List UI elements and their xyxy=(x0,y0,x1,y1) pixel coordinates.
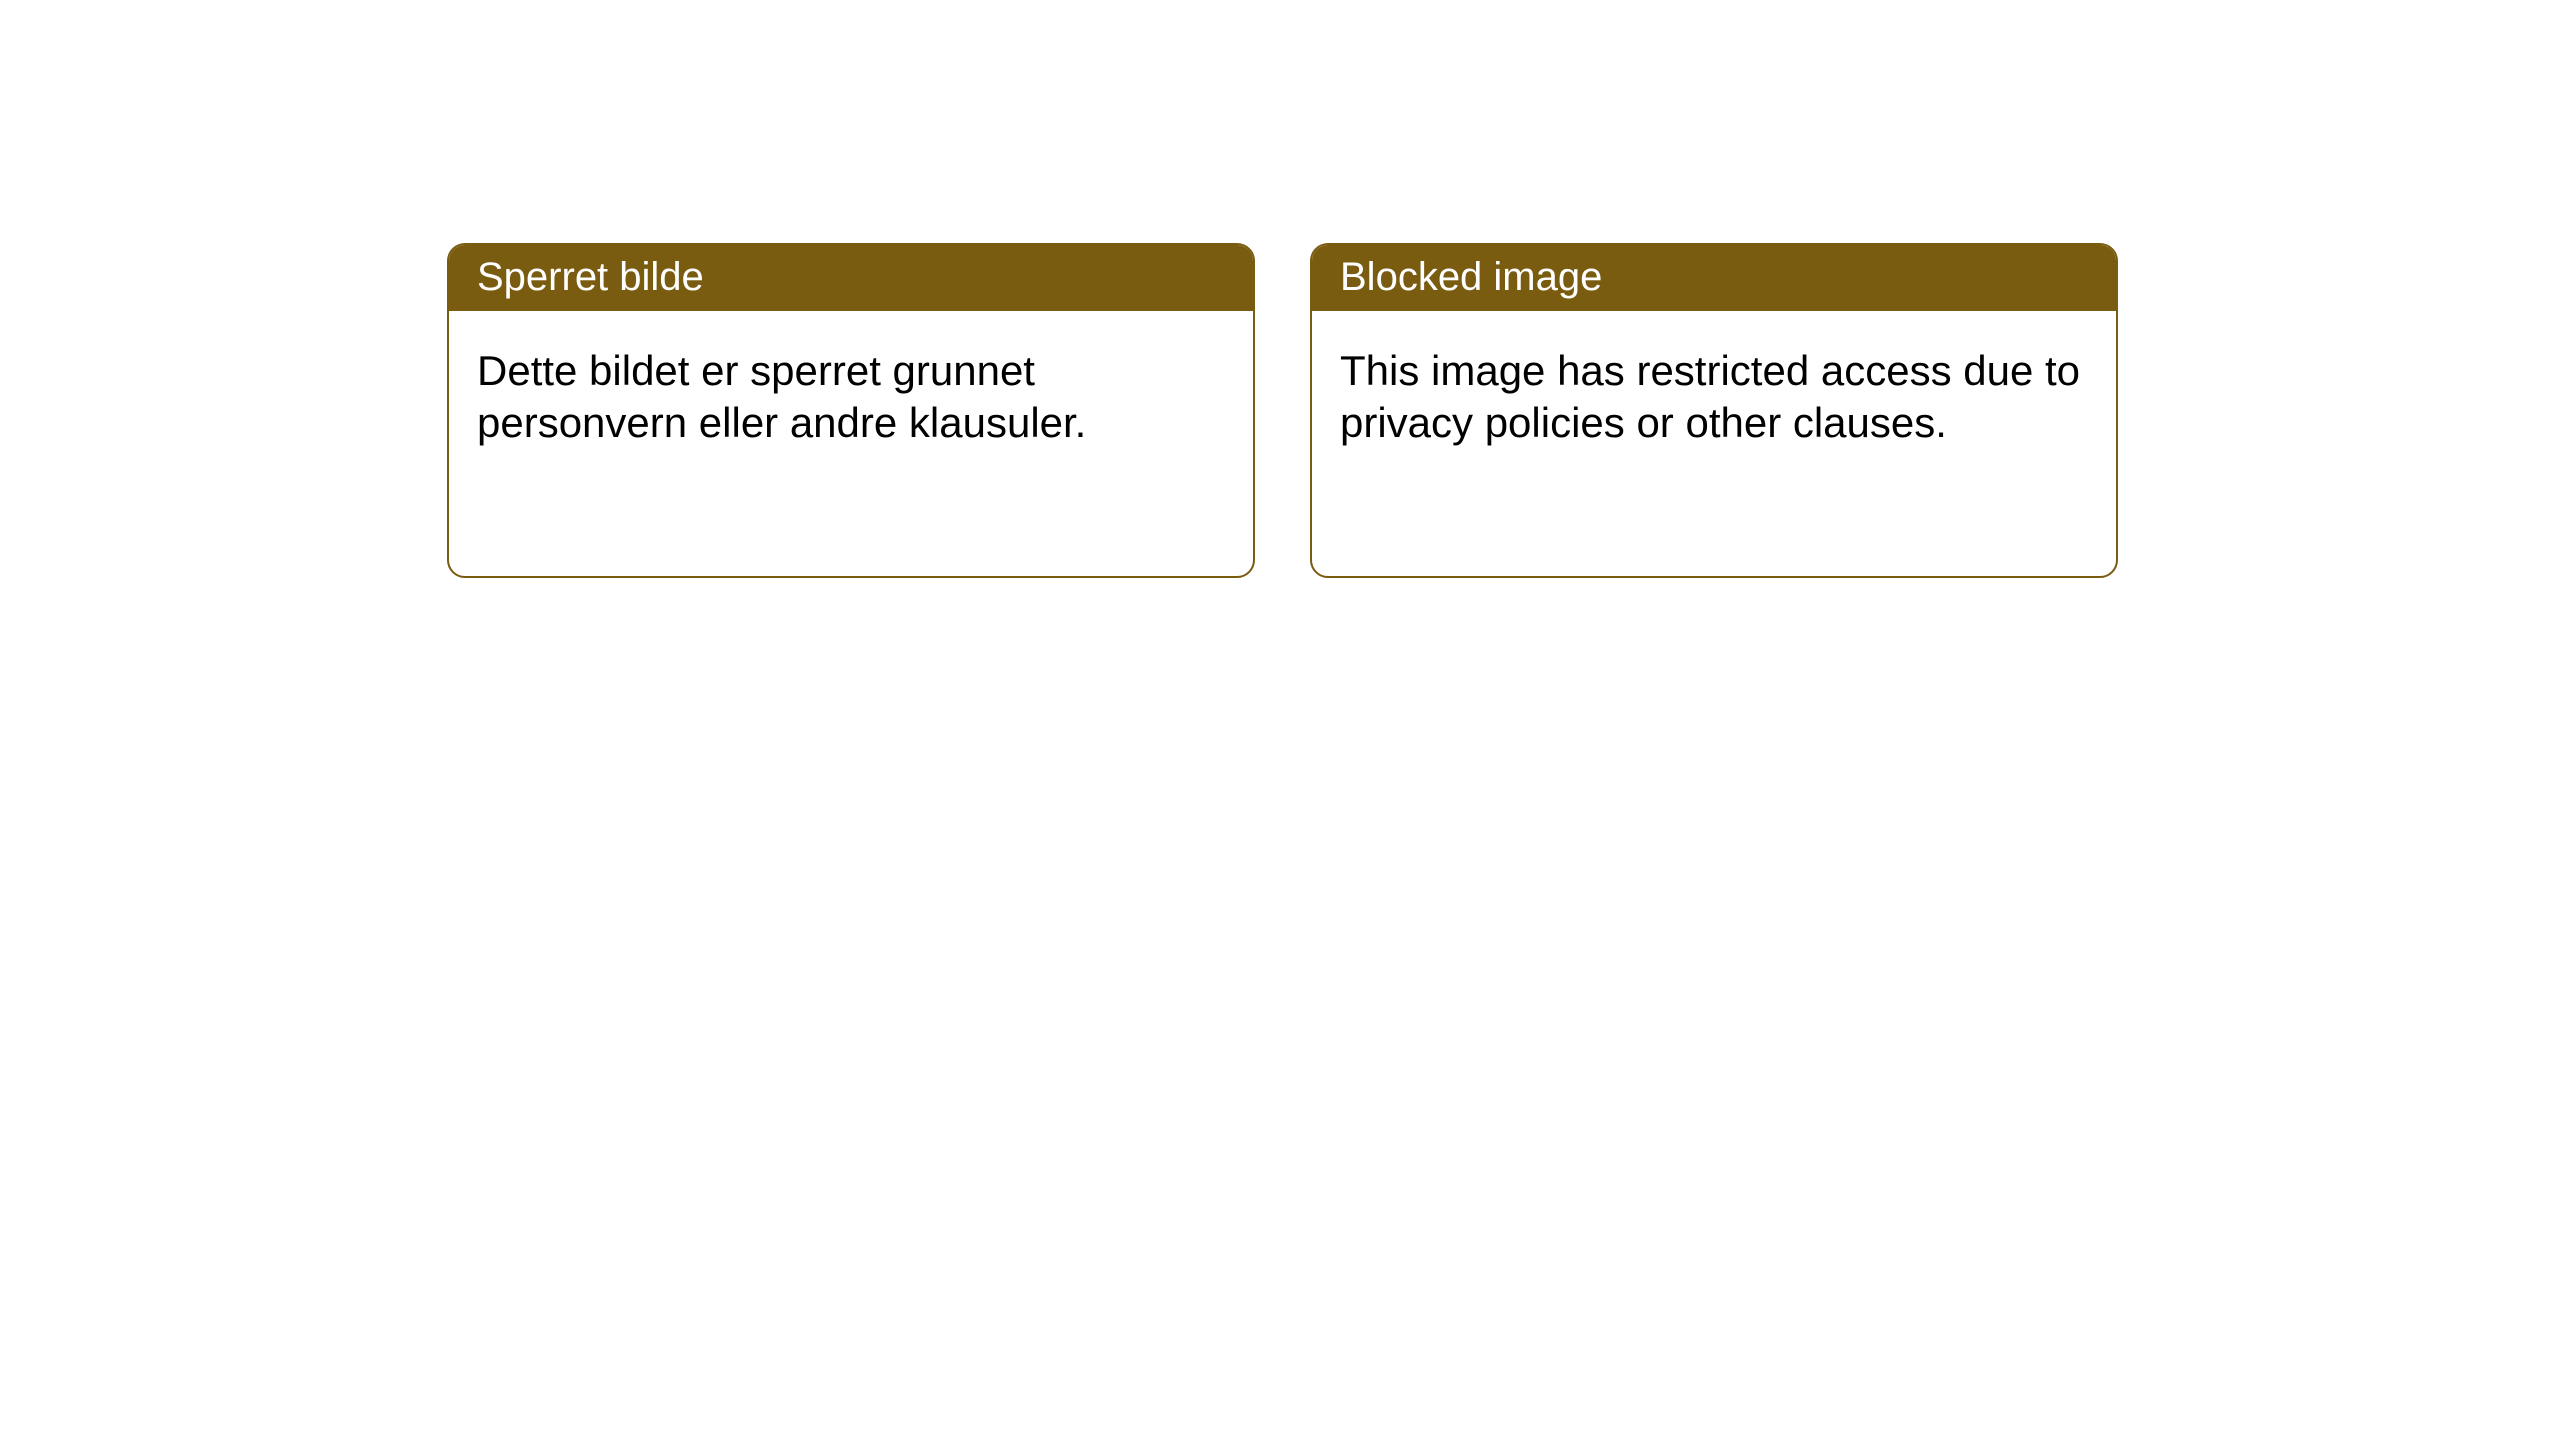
notice-title-left: Sperret bilde xyxy=(449,245,1253,311)
notice-card-left: Sperret bilde Dette bildet er sperret gr… xyxy=(447,243,1255,578)
notice-container: Sperret bilde Dette bildet er sperret gr… xyxy=(0,0,2560,578)
notice-body-right: This image has restricted access due to … xyxy=(1312,311,2116,483)
notice-title-right: Blocked image xyxy=(1312,245,2116,311)
notice-card-right: Blocked image This image has restricted … xyxy=(1310,243,2118,578)
notice-body-left: Dette bildet er sperret grunnet personve… xyxy=(449,311,1253,483)
